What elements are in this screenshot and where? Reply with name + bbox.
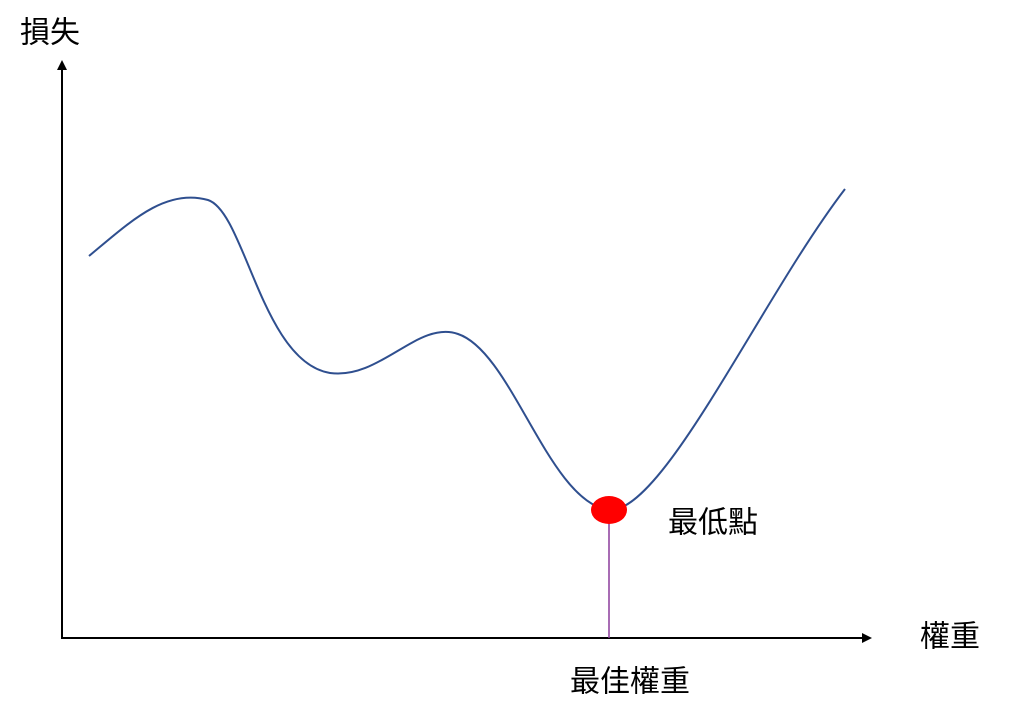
loss-curve	[88, 188, 846, 512]
x-axis-label: 權重	[920, 620, 980, 655]
optimal-weight-label: 最佳權重	[570, 665, 690, 700]
y-axis-label: 損失	[20, 16, 80, 51]
minimum-point	[591, 496, 627, 524]
minimum-label: 最低點	[668, 506, 758, 541]
